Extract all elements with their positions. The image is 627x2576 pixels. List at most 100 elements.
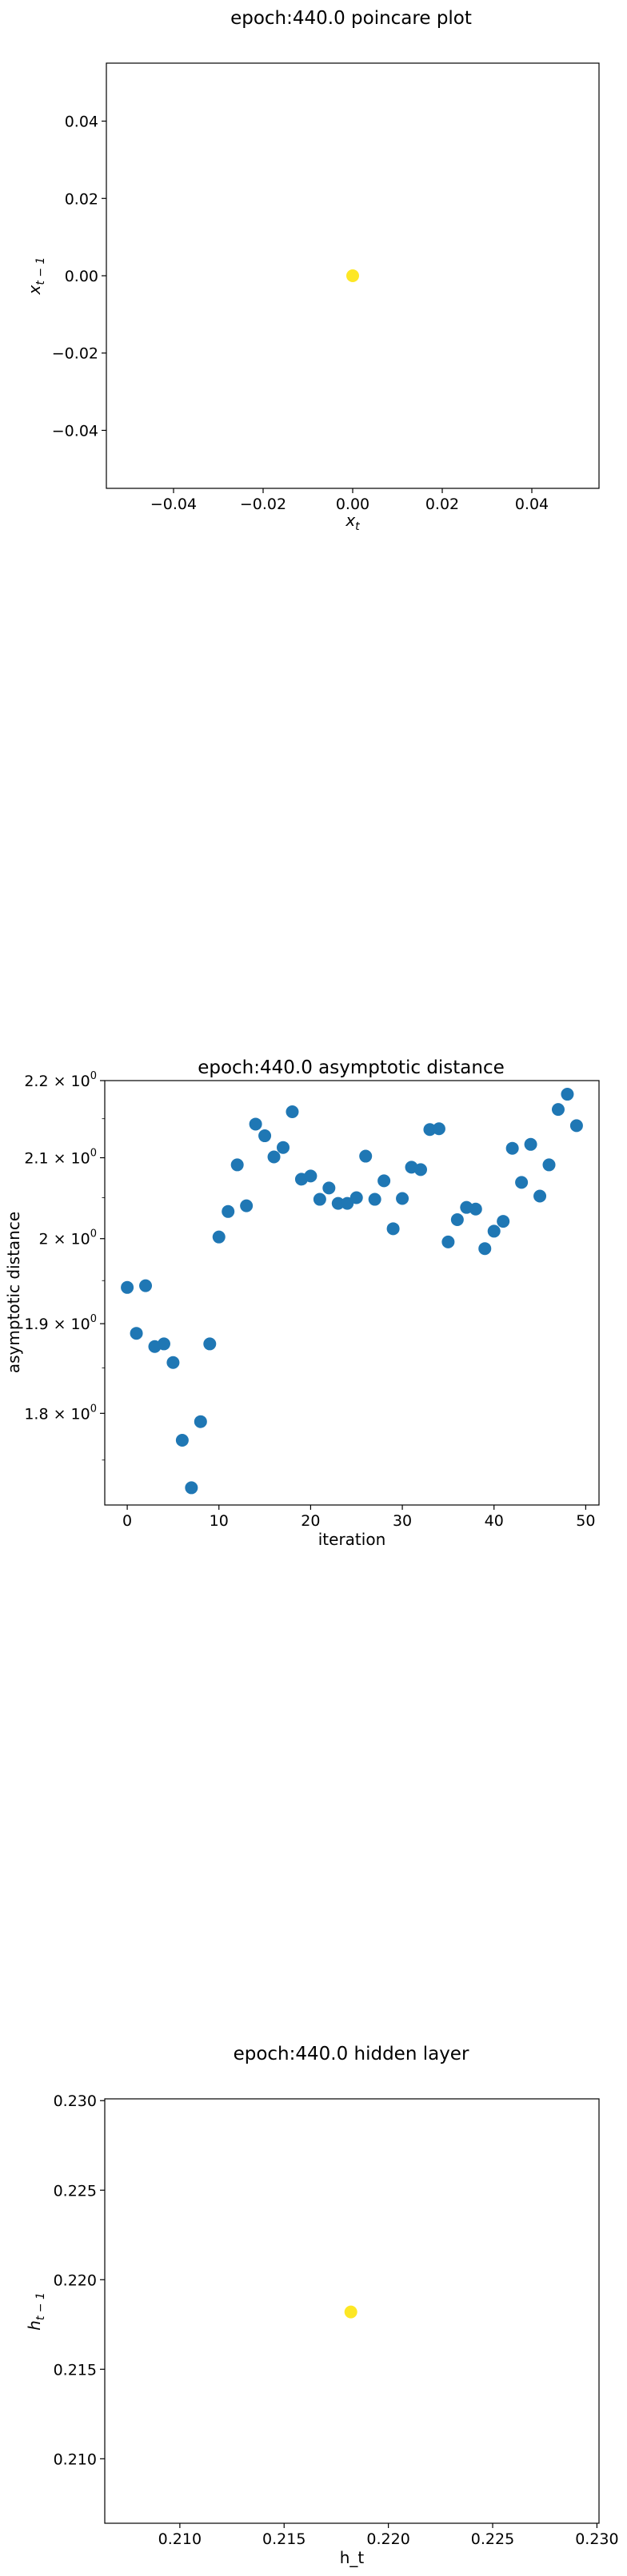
y-tick-label: 0.02 [65,190,98,208]
data-point [277,1141,290,1154]
data-point [212,1230,226,1244]
data-point [377,1174,391,1188]
marks-group [344,2305,357,2319]
data-point [185,1481,198,1495]
x-tick-label: 0.230 [575,2530,618,2548]
data-point [515,1176,529,1189]
y-axis-label: ht − 1 [25,2292,47,2331]
y-tick-label-exponent: 0 [90,1228,97,1240]
x-tick-label: 0.220 [366,2530,409,2548]
x-tick-label: 40 [485,1512,504,1530]
y-tick-label-base: 2.2 × 10 [24,1073,90,1090]
y-tick-label: 0.220 [54,2271,97,2289]
data-point [121,1280,134,1294]
data-point [561,1088,574,1101]
x-tick-label: 0.225 [471,2530,514,2548]
chart-title: epoch:440.0 hidden layer [234,2044,469,2064]
data-point [344,2305,357,2319]
x-tick-label: 0.210 [158,2530,202,2548]
y-tick-label-exponent: 0 [90,1403,97,1415]
y-axis-label-sub: t − 1 [34,257,47,285]
asymptotic-distance-chart: epoch:440.0 asymptotic distance 0 10 20 30 4… [4,1057,600,1549]
data-point [222,1204,235,1218]
data-point [313,1192,326,1206]
data-point [359,1149,373,1163]
x-tick-label: 10 [210,1512,229,1530]
data-point [386,1222,400,1236]
y-tick-label-base: 1.9 × 10 [24,1316,90,1333]
data-point [267,1150,281,1164]
y-tick-label-base: 1.8 × 10 [24,1405,90,1423]
x-axis-label: iteration [318,1530,386,1549]
y-axis-label: xt − 1 [25,257,47,296]
data-point [432,1122,445,1136]
x-axis-label: h_t [340,2548,365,2567]
data-point [569,1119,583,1133]
x-tick-label: 50 [576,1512,595,1530]
data-point [542,1158,556,1172]
y-tick-label-exponent: 0 [90,1070,97,1082]
data-point [423,1123,437,1137]
x-axis-label-main: x [345,511,355,530]
data-point [497,1215,510,1228]
x-tick-label: −0.02 [240,496,286,513]
y-tick-label: 2.1 × 100 [24,1148,97,1168]
hidden-layer-chart: epoch:440.0 hidden layer 0.210 0.215 0.220… [25,2044,619,2567]
y-tick-label: 2.2 × 100 [24,1070,97,1090]
x-tick-label: 0 [122,1512,132,1530]
y-tick-label: 0.00 [65,268,98,285]
x-tick-label: 20 [301,1512,320,1530]
y-tick-label: 0.04 [65,113,98,131]
y-tick-label: 0.230 [54,2092,97,2110]
chart-title: epoch:440.0 asymptotic distance [198,1057,505,1078]
data-point [157,1337,170,1351]
marks-group [121,1088,583,1495]
poincare-plot-chart: epoch:440.0 poincare plot −0.04 −0.02 0.00… [25,8,600,533]
x-tick-label: 0.215 [262,2530,306,2548]
plot-area-frame [106,62,600,489]
data-point [450,1213,464,1227]
x-axis-label-sub: t [355,520,360,533]
data-point [304,1169,317,1183]
y-tick-label: 0.210 [54,2451,97,2468]
y-tick-label: 2 × 100 [38,1228,97,1248]
data-point [249,1117,262,1131]
data-point [469,1202,482,1216]
data-point [551,1103,565,1117]
data-point [478,1242,492,1256]
y-axis-label-main: x [25,285,44,295]
tick-group: 0.210 0.215 0.220 0.225 0.230 0.230 0.225 0.220… [54,2092,619,2548]
y-tick-label: −0.04 [52,422,98,440]
marks-group [346,269,359,282]
x-axis-label: xt [345,511,360,533]
data-point [341,1196,354,1210]
data-point [533,1189,547,1203]
data-point [368,1192,381,1206]
data-point [524,1137,537,1151]
plot-area-frame [104,1080,600,1506]
data-point [505,1141,519,1155]
data-point [331,1196,345,1210]
data-point [487,1224,501,1238]
x-tick-label: −0.04 [150,496,197,513]
y-tick-label-base: 2 × 10 [38,1231,90,1248]
plot-area-frame [104,2098,600,2524]
y-axis-label: asymptotic distance [4,1212,23,1373]
data-point [346,269,359,282]
chart-title: epoch:440.0 poincare plot [230,8,472,29]
data-point [413,1163,427,1177]
tick-group: −0.04 −0.02 0.00 0.02 0.04 0.04 0.02 0.00 −0.02 −… [52,113,549,513]
data-point [240,1199,254,1212]
data-point [194,1415,207,1428]
x-tick-label: 0.02 [425,496,459,513]
data-point [203,1337,217,1351]
data-point [139,1279,153,1292]
data-point [175,1434,189,1447]
data-point [322,1181,336,1195]
y-tick-label: 0.225 [54,2182,97,2200]
data-point [258,1129,272,1143]
y-tick-label: 1.9 × 100 [24,1313,97,1333]
data-point [441,1235,455,1248]
